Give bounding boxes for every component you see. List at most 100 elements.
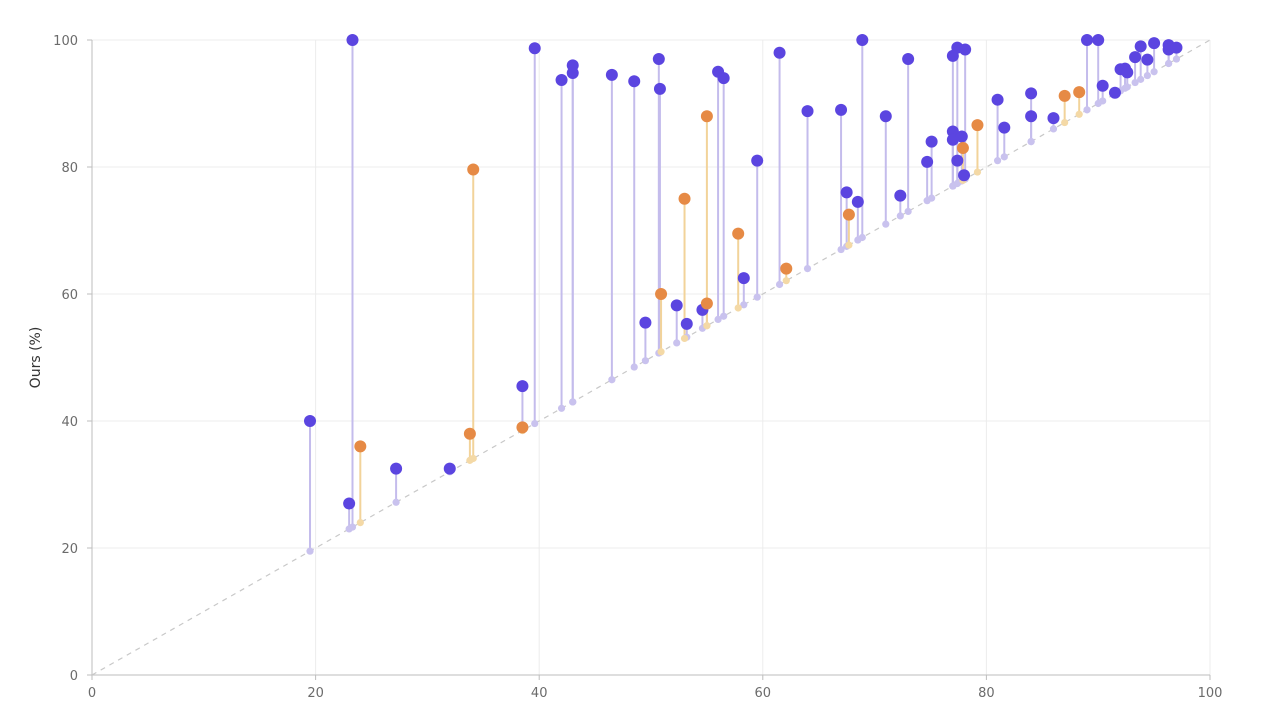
blue-data-point — [652, 53, 665, 66]
blue-data-point — [1047, 112, 1060, 125]
blue-data-point — [1129, 51, 1142, 64]
baseline-point — [1172, 55, 1181, 63]
baseline-point — [896, 212, 904, 220]
baseline-point — [348, 523, 357, 531]
baseline-point — [630, 363, 638, 371]
baseline-point — [720, 312, 728, 320]
axis-layer — [87, 39, 1211, 680]
grid-layer — [92, 39, 1211, 675]
blue-data-point — [1081, 34, 1094, 46]
orange-data-point — [732, 227, 745, 240]
blue-data-point — [879, 110, 892, 123]
baseline-point — [1165, 59, 1173, 68]
orange-data-point — [354, 440, 367, 453]
baseline-point — [1083, 106, 1091, 114]
baseline-point — [1150, 68, 1158, 76]
diagonal-reference-line — [91, 39, 1211, 676]
blue-data-point — [1121, 66, 1134, 79]
orange-data-point — [971, 119, 984, 132]
blue-data-point — [946, 125, 959, 138]
orange-data-point — [463, 427, 476, 440]
blue-data-point — [516, 380, 529, 393]
blue-data-point — [566, 59, 579, 72]
blue-data-point — [851, 195, 864, 208]
blue-data-point — [1025, 110, 1038, 123]
blue-data-point — [835, 103, 848, 116]
orange-data-point — [467, 163, 480, 176]
orange-data-point — [678, 192, 691, 205]
baseline-point — [673, 339, 681, 347]
x-tick-label: 100 — [1198, 686, 1223, 701]
blue-data-point — [894, 189, 907, 202]
x-tick-label: 40 — [531, 686, 548, 701]
baseline-point — [392, 498, 400, 506]
baseline-point — [1000, 153, 1008, 161]
blue-data-point — [443, 462, 456, 475]
x-tick-label: 20 — [307, 686, 324, 701]
baseline-point — [531, 419, 539, 428]
baseline-point — [608, 376, 616, 384]
blue-data-point — [1134, 40, 1147, 53]
blue-data-point — [1025, 87, 1038, 100]
blue-data-point — [639, 316, 652, 329]
baseline-point — [557, 404, 566, 412]
orange-data-point — [842, 208, 855, 221]
baseline-point — [569, 398, 577, 406]
orange-data-point — [956, 141, 969, 154]
baseline-point-layer — [306, 55, 1181, 555]
baseline-point — [837, 245, 845, 254]
blue-data-point — [951, 154, 964, 167]
y-tick-label: 60 — [61, 288, 78, 303]
baseline-point — [1137, 75, 1145, 83]
blue-data-point — [840, 186, 853, 199]
blue-data-point — [1170, 41, 1183, 54]
baseline-point — [1099, 97, 1107, 105]
blue-data-point — [304, 415, 317, 427]
baseline-point — [858, 233, 866, 242]
blue-data-point — [1096, 79, 1109, 92]
blue-data-point — [555, 74, 568, 87]
y-tick-label: 20 — [61, 542, 78, 557]
y-tick-label: 40 — [61, 415, 78, 430]
baseline-point — [680, 334, 689, 343]
orange-data-point — [1058, 89, 1071, 102]
baseline-point — [657, 348, 665, 356]
x-tick-label: 80 — [978, 686, 995, 701]
baseline-point — [1143, 71, 1151, 80]
blue-data-point — [680, 317, 693, 330]
y-tick-label: 0 — [70, 669, 78, 684]
blue-data-point — [737, 272, 750, 285]
baseline-point — [1027, 138, 1035, 146]
baseline-point — [714, 315, 722, 323]
baseline-point — [928, 194, 936, 202]
blue-data-point — [1148, 37, 1161, 50]
x-tick-label: 60 — [755, 686, 772, 701]
baseline-point — [1061, 118, 1069, 127]
orange-data-point — [780, 262, 793, 275]
blue-data-point — [998, 121, 1011, 134]
baseline-point — [753, 293, 761, 301]
baseline-point — [993, 157, 1002, 165]
blue-data-point — [902, 53, 915, 66]
blue-data-point — [773, 46, 786, 59]
blue-data-point — [528, 42, 541, 55]
y-tick-label: 100 — [53, 34, 78, 49]
blue-data-point — [1108, 86, 1121, 99]
baseline-point — [306, 547, 314, 555]
blue-data-point — [605, 68, 618, 81]
baseline-point — [782, 277, 790, 285]
blue-data-point — [1141, 53, 1154, 66]
blue-data-point — [1092, 34, 1105, 46]
baseline-point — [1075, 110, 1083, 118]
baseline-point — [845, 241, 853, 249]
orange-data-point — [655, 288, 668, 300]
blue-data-point — [717, 72, 730, 85]
orange-data-point — [1073, 86, 1086, 99]
blue-data-point — [925, 135, 938, 148]
blue-data-point — [955, 130, 968, 143]
baseline-point — [641, 357, 650, 365]
baseline-point — [740, 301, 748, 309]
baseline-point — [356, 519, 364, 527]
